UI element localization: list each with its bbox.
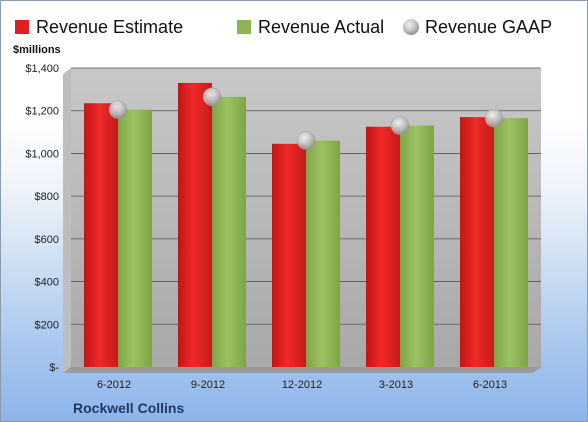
- bar-revenue-actual: [400, 125, 434, 368]
- y-tick-label: $1,400: [25, 63, 59, 75]
- bar-revenue-estimate: [178, 82, 212, 367]
- legend-swatch: [15, 20, 29, 34]
- gaap-marker: [296, 131, 316, 150]
- x-tick-label: 6-2013: [473, 379, 507, 391]
- bar-revenue-estimate: [366, 126, 400, 367]
- plot-area: $- $200 $400 $600 $800 $1,000 $1,200 $1,400 6-20…: [25, 63, 541, 391]
- gaap-marker: [202, 87, 222, 107]
- y-tick-label: $1,000: [25, 148, 59, 160]
- legend-label: Revenue GAAP: [425, 17, 552, 37]
- y-tick-label: $800: [35, 191, 59, 203]
- y-tick-label: $400: [35, 277, 59, 289]
- y-tick-label: $600: [35, 234, 59, 246]
- legend: Revenue Estimate Revenue Actual Revenue GA…: [15, 17, 552, 37]
- bar-revenue-estimate: [272, 143, 306, 367]
- y-tick-label: $200: [35, 319, 59, 331]
- gaap-marker: [484, 108, 504, 128]
- y-axis-unit-label: $millions: [13, 44, 61, 56]
- bar-revenue-estimate: [84, 103, 118, 367]
- legend-swatch: [237, 20, 251, 34]
- x-tick-label: 6-2012: [97, 379, 131, 391]
- x-tick-label: 3-2013: [379, 379, 413, 391]
- bar-revenue-actual: [306, 140, 340, 367]
- bar-revenue-actual: [118, 109, 152, 368]
- y-tick-label: $-: [49, 362, 59, 374]
- plot-floor: [63, 367, 541, 373]
- x-tick-label: 9-2012: [191, 379, 225, 391]
- bar-revenue-actual: [494, 118, 528, 367]
- x-tick-label: 12-2012: [282, 379, 322, 391]
- legend-label: Revenue Estimate: [36, 17, 183, 37]
- legend-label: Revenue Actual: [258, 17, 384, 37]
- y-tick-label: $1,200: [25, 106, 59, 118]
- bar-revenue-actual: [212, 96, 246, 367]
- gaap-marker: [108, 100, 128, 119]
- legend-marker: [403, 19, 419, 35]
- company-name: Rockwell Collins: [73, 400, 184, 416]
- bar-revenue-estimate: [460, 117, 494, 367]
- gaap-marker: [390, 116, 410, 135]
- plot-side-wall: [63, 68, 71, 373]
